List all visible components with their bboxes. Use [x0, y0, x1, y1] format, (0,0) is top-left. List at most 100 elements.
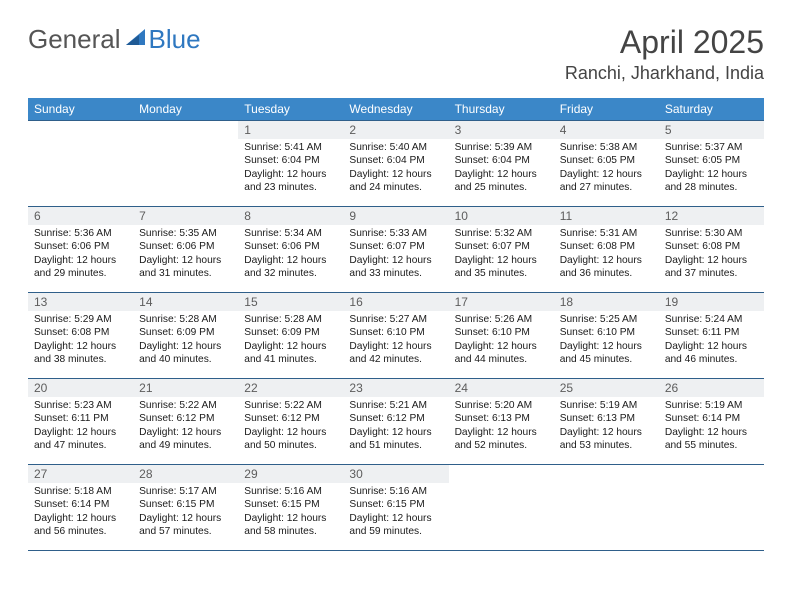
- day-header: Sunday: [28, 98, 133, 121]
- day-number: 11: [554, 207, 659, 225]
- logo-text-blue: Blue: [149, 24, 201, 55]
- calendar-cell: 8Sunrise: 5:34 AMSunset: 6:06 PMDaylight…: [238, 207, 343, 293]
- day-number: 15: [238, 293, 343, 311]
- day-number: 18: [554, 293, 659, 311]
- day-number: 25: [554, 379, 659, 397]
- calendar-cell: 24Sunrise: 5:20 AMSunset: 6:13 PMDayligh…: [449, 379, 554, 465]
- calendar-cell: 12Sunrise: 5:30 AMSunset: 6:08 PMDayligh…: [659, 207, 764, 293]
- day-details: Sunrise: 5:23 AMSunset: 6:11 PMDaylight:…: [28, 397, 133, 456]
- day-details: Sunrise: 5:25 AMSunset: 6:10 PMDaylight:…: [554, 311, 659, 370]
- header: General Blue April 2025 Ranchi, Jharkhan…: [28, 24, 764, 84]
- day-number: 28: [133, 465, 238, 483]
- day-number: 27: [28, 465, 133, 483]
- day-details: Sunrise: 5:36 AMSunset: 6:06 PMDaylight:…: [28, 225, 133, 284]
- day-header: Tuesday: [238, 98, 343, 121]
- day-number: 16: [343, 293, 448, 311]
- calendar-cell: 28Sunrise: 5:17 AMSunset: 6:15 PMDayligh…: [133, 465, 238, 551]
- day-number: 14: [133, 293, 238, 311]
- logo-text-general: General: [28, 24, 121, 55]
- calendar-week: 1Sunrise: 5:41 AMSunset: 6:04 PMDaylight…: [28, 121, 764, 207]
- calendar-week: 6Sunrise: 5:36 AMSunset: 6:06 PMDaylight…: [28, 207, 764, 293]
- logo: General Blue: [28, 24, 201, 55]
- calendar-cell: 23Sunrise: 5:21 AMSunset: 6:12 PMDayligh…: [343, 379, 448, 465]
- day-number: 3: [449, 121, 554, 139]
- calendar-cell: 16Sunrise: 5:27 AMSunset: 6:10 PMDayligh…: [343, 293, 448, 379]
- day-details: Sunrise: 5:38 AMSunset: 6:05 PMDaylight:…: [554, 139, 659, 198]
- calendar-cell: 14Sunrise: 5:28 AMSunset: 6:09 PMDayligh…: [133, 293, 238, 379]
- day-number: 5: [659, 121, 764, 139]
- calendar-cell: 11Sunrise: 5:31 AMSunset: 6:08 PMDayligh…: [554, 207, 659, 293]
- day-number: 7: [133, 207, 238, 225]
- day-details: Sunrise: 5:26 AMSunset: 6:10 PMDaylight:…: [449, 311, 554, 370]
- day-details: Sunrise: 5:29 AMSunset: 6:08 PMDaylight:…: [28, 311, 133, 370]
- calendar-cell: 5Sunrise: 5:37 AMSunset: 6:05 PMDaylight…: [659, 121, 764, 207]
- day-details: Sunrise: 5:34 AMSunset: 6:06 PMDaylight:…: [238, 225, 343, 284]
- day-header: Wednesday: [343, 98, 448, 121]
- title-block: April 2025 Ranchi, Jharkhand, India: [565, 24, 764, 84]
- day-details: Sunrise: 5:16 AMSunset: 6:15 PMDaylight:…: [238, 483, 343, 542]
- day-number: 26: [659, 379, 764, 397]
- day-number: 30: [343, 465, 448, 483]
- day-number: 24: [449, 379, 554, 397]
- day-details: Sunrise: 5:28 AMSunset: 6:09 PMDaylight:…: [238, 311, 343, 370]
- day-number: 20: [28, 379, 133, 397]
- calendar-cell: 2Sunrise: 5:40 AMSunset: 6:04 PMDaylight…: [343, 121, 448, 207]
- day-number: 10: [449, 207, 554, 225]
- day-details: Sunrise: 5:35 AMSunset: 6:06 PMDaylight:…: [133, 225, 238, 284]
- calendar-cell: 6Sunrise: 5:36 AMSunset: 6:06 PMDaylight…: [28, 207, 133, 293]
- day-number: 21: [133, 379, 238, 397]
- day-header: Thursday: [449, 98, 554, 121]
- day-number: 22: [238, 379, 343, 397]
- calendar-cell: 17Sunrise: 5:26 AMSunset: 6:10 PMDayligh…: [449, 293, 554, 379]
- calendar-cell: 19Sunrise: 5:24 AMSunset: 6:11 PMDayligh…: [659, 293, 764, 379]
- calendar-cell: 10Sunrise: 5:32 AMSunset: 6:07 PMDayligh…: [449, 207, 554, 293]
- month-title: April 2025: [565, 24, 764, 61]
- day-number: 29: [238, 465, 343, 483]
- calendar-cell: 13Sunrise: 5:29 AMSunset: 6:08 PMDayligh…: [28, 293, 133, 379]
- calendar-cell: 22Sunrise: 5:22 AMSunset: 6:12 PMDayligh…: [238, 379, 343, 465]
- calendar-week: 27Sunrise: 5:18 AMSunset: 6:14 PMDayligh…: [28, 465, 764, 551]
- day-number: 9: [343, 207, 448, 225]
- calendar-cell: 7Sunrise: 5:35 AMSunset: 6:06 PMDaylight…: [133, 207, 238, 293]
- calendar-cell: 9Sunrise: 5:33 AMSunset: 6:07 PMDaylight…: [343, 207, 448, 293]
- day-details: Sunrise: 5:41 AMSunset: 6:04 PMDaylight:…: [238, 139, 343, 198]
- calendar-cell: 25Sunrise: 5:19 AMSunset: 6:13 PMDayligh…: [554, 379, 659, 465]
- day-details: Sunrise: 5:40 AMSunset: 6:04 PMDaylight:…: [343, 139, 448, 198]
- day-details: Sunrise: 5:27 AMSunset: 6:10 PMDaylight:…: [343, 311, 448, 370]
- day-details: Sunrise: 5:19 AMSunset: 6:14 PMDaylight:…: [659, 397, 764, 456]
- day-details: Sunrise: 5:17 AMSunset: 6:15 PMDaylight:…: [133, 483, 238, 542]
- day-number: 2: [343, 121, 448, 139]
- day-number: 23: [343, 379, 448, 397]
- calendar-table: SundayMondayTuesdayWednesdayThursdayFrid…: [28, 98, 764, 551]
- calendar-cell: [449, 465, 554, 551]
- day-number: 6: [28, 207, 133, 225]
- day-details: Sunrise: 5:31 AMSunset: 6:08 PMDaylight:…: [554, 225, 659, 284]
- day-details: Sunrise: 5:20 AMSunset: 6:13 PMDaylight:…: [449, 397, 554, 456]
- calendar-cell: [659, 465, 764, 551]
- calendar-week: 13Sunrise: 5:29 AMSunset: 6:08 PMDayligh…: [28, 293, 764, 379]
- calendar-cell: 29Sunrise: 5:16 AMSunset: 6:15 PMDayligh…: [238, 465, 343, 551]
- day-details: Sunrise: 5:24 AMSunset: 6:11 PMDaylight:…: [659, 311, 764, 370]
- calendar-cell: [554, 465, 659, 551]
- day-details: Sunrise: 5:33 AMSunset: 6:07 PMDaylight:…: [343, 225, 448, 284]
- day-header: Friday: [554, 98, 659, 121]
- day-details: Sunrise: 5:18 AMSunset: 6:14 PMDaylight:…: [28, 483, 133, 542]
- calendar-cell: 15Sunrise: 5:28 AMSunset: 6:09 PMDayligh…: [238, 293, 343, 379]
- location: Ranchi, Jharkhand, India: [565, 63, 764, 84]
- day-details: Sunrise: 5:19 AMSunset: 6:13 PMDaylight:…: [554, 397, 659, 456]
- day-details: Sunrise: 5:21 AMSunset: 6:12 PMDaylight:…: [343, 397, 448, 456]
- day-details: Sunrise: 5:37 AMSunset: 6:05 PMDaylight:…: [659, 139, 764, 198]
- calendar-cell: 26Sunrise: 5:19 AMSunset: 6:14 PMDayligh…: [659, 379, 764, 465]
- day-number: 19: [659, 293, 764, 311]
- day-details: Sunrise: 5:39 AMSunset: 6:04 PMDaylight:…: [449, 139, 554, 198]
- day-header-row: SundayMondayTuesdayWednesdayThursdayFrid…: [28, 98, 764, 121]
- day-number: 1: [238, 121, 343, 139]
- logo-arrow-icon: [125, 27, 147, 52]
- calendar-cell: 27Sunrise: 5:18 AMSunset: 6:14 PMDayligh…: [28, 465, 133, 551]
- calendar-week: 20Sunrise: 5:23 AMSunset: 6:11 PMDayligh…: [28, 379, 764, 465]
- day-number: 17: [449, 293, 554, 311]
- day-details: Sunrise: 5:32 AMSunset: 6:07 PMDaylight:…: [449, 225, 554, 284]
- day-number: 8: [238, 207, 343, 225]
- calendar-cell: 30Sunrise: 5:16 AMSunset: 6:15 PMDayligh…: [343, 465, 448, 551]
- calendar-cell: 20Sunrise: 5:23 AMSunset: 6:11 PMDayligh…: [28, 379, 133, 465]
